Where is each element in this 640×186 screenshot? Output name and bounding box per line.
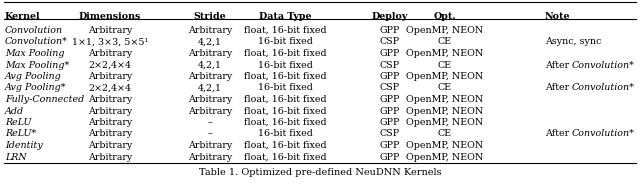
Text: OpenMP, NEON: OpenMP, NEON [406, 26, 484, 35]
Text: GPP: GPP [380, 118, 400, 127]
Text: After: After [545, 84, 572, 92]
Text: GPP: GPP [380, 107, 400, 116]
Text: float, 16-bit fixed: float, 16-bit fixed [244, 107, 326, 116]
Text: 16-bit fixed: 16-bit fixed [257, 60, 312, 70]
Text: float, 16-bit fixed: float, 16-bit fixed [244, 118, 326, 127]
Text: 4,2,1: 4,2,1 [198, 60, 222, 70]
Text: Arbitrary: Arbitrary [88, 107, 132, 116]
Text: Arbitrary: Arbitrary [88, 141, 132, 150]
Text: Deploy: Deploy [372, 12, 408, 21]
Text: GPP: GPP [380, 153, 400, 161]
Text: OpenMP, NEON: OpenMP, NEON [406, 153, 484, 161]
Text: GPP: GPP [380, 26, 400, 35]
Text: 16-bit fixed: 16-bit fixed [257, 129, 312, 139]
Text: Arbitrary: Arbitrary [88, 118, 132, 127]
Text: OpenMP, NEON: OpenMP, NEON [406, 118, 484, 127]
Text: Async, sync: Async, sync [545, 38, 602, 46]
Text: Convolution*: Convolution* [5, 38, 68, 46]
Text: Arbitrary: Arbitrary [188, 141, 232, 150]
Text: 16-bit fixed: 16-bit fixed [257, 38, 312, 46]
Text: –: – [207, 129, 212, 139]
Text: GPP: GPP [380, 49, 400, 58]
Text: Table 1. Optimized pre-defined NeuDNN Kernels: Table 1. Optimized pre-defined NeuDNN Ke… [198, 168, 442, 177]
Text: Avg Pooling: Avg Pooling [5, 72, 61, 81]
Text: 16-bit fixed: 16-bit fixed [257, 84, 312, 92]
Text: Opt.: Opt. [434, 12, 456, 21]
Text: Convolution*: Convolution* [572, 84, 635, 92]
Text: Arbitrary: Arbitrary [88, 153, 132, 161]
Text: Arbitrary: Arbitrary [88, 129, 132, 139]
Text: Arbitrary: Arbitrary [88, 95, 132, 104]
Text: float, 16-bit fixed: float, 16-bit fixed [244, 141, 326, 150]
Text: GPP: GPP [380, 95, 400, 104]
Text: Arbitrary: Arbitrary [188, 49, 232, 58]
Text: OpenMP, NEON: OpenMP, NEON [406, 72, 484, 81]
Text: float, 16-bit fixed: float, 16-bit fixed [244, 49, 326, 58]
Text: Avg Pooling*: Avg Pooling* [5, 84, 67, 92]
Text: 1×1, 3×3, 5×5¹: 1×1, 3×3, 5×5¹ [72, 38, 148, 46]
Text: Arbitrary: Arbitrary [188, 95, 232, 104]
Text: Arbitrary: Arbitrary [88, 72, 132, 81]
Text: Arbitrary: Arbitrary [188, 153, 232, 161]
Text: Max Pooling*: Max Pooling* [5, 60, 69, 70]
Text: CSP: CSP [380, 60, 400, 70]
Text: GPP: GPP [380, 141, 400, 150]
Text: CE: CE [438, 38, 452, 46]
Text: CE: CE [438, 60, 452, 70]
Text: ReLU: ReLU [5, 118, 31, 127]
Text: LRN: LRN [5, 153, 27, 161]
Text: float, 16-bit fixed: float, 16-bit fixed [244, 26, 326, 35]
Text: CSP: CSP [380, 38, 400, 46]
Text: float, 16-bit fixed: float, 16-bit fixed [244, 72, 326, 81]
Text: Note: Note [545, 12, 570, 21]
Text: After: After [545, 60, 572, 70]
Text: OpenMP, NEON: OpenMP, NEON [406, 95, 484, 104]
Text: ReLU*: ReLU* [5, 129, 36, 139]
Text: Kernel: Kernel [5, 12, 40, 21]
Text: CE: CE [438, 129, 452, 139]
Text: OpenMP, NEON: OpenMP, NEON [406, 107, 484, 116]
Text: CE: CE [438, 84, 452, 92]
Text: float, 16-bit fixed: float, 16-bit fixed [244, 153, 326, 161]
Text: Add: Add [5, 107, 24, 116]
Text: OpenMP, NEON: OpenMP, NEON [406, 141, 484, 150]
Text: 2×2,4×4: 2×2,4×4 [88, 60, 131, 70]
Text: Arbitrary: Arbitrary [188, 26, 232, 35]
Text: Arbitrary: Arbitrary [188, 107, 232, 116]
Text: –: – [207, 118, 212, 127]
Text: 2×2,4×4: 2×2,4×4 [88, 84, 131, 92]
Text: Arbitrary: Arbitrary [88, 26, 132, 35]
Text: float, 16-bit fixed: float, 16-bit fixed [244, 95, 326, 104]
Text: Identity: Identity [5, 141, 43, 150]
Text: Dimensions: Dimensions [79, 12, 141, 21]
Text: Data Type: Data Type [259, 12, 311, 21]
Text: Max Pooling: Max Pooling [5, 49, 65, 58]
Text: Arbitrary: Arbitrary [88, 49, 132, 58]
Text: Convolution: Convolution [5, 26, 63, 35]
Text: 4,2,1: 4,2,1 [198, 84, 222, 92]
Text: Convolution*: Convolution* [572, 60, 635, 70]
Text: OpenMP, NEON: OpenMP, NEON [406, 49, 484, 58]
Text: Arbitrary: Arbitrary [188, 72, 232, 81]
Text: CSP: CSP [380, 129, 400, 139]
Text: CSP: CSP [380, 84, 400, 92]
Text: Fully-Connected: Fully-Connected [5, 95, 84, 104]
Text: Convolution*: Convolution* [572, 129, 635, 139]
Text: GPP: GPP [380, 72, 400, 81]
Text: 4,2,1: 4,2,1 [198, 38, 222, 46]
Text: After: After [545, 129, 572, 139]
Text: Stride: Stride [194, 12, 227, 21]
